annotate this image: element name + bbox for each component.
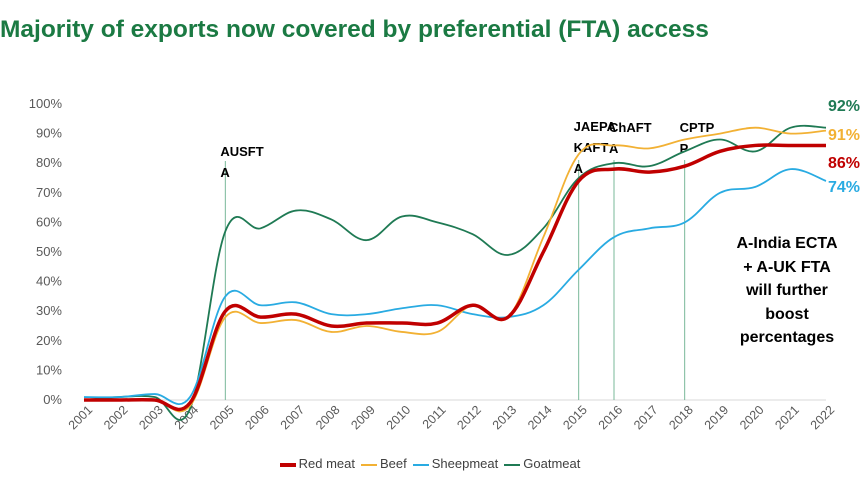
legend-label: Red meat <box>298 456 356 471</box>
y-tick-label: 100% <box>29 96 63 111</box>
x-tick-label: 2018 <box>666 403 696 433</box>
y-tick-label: 50% <box>36 244 62 259</box>
end-value-label: 91% <box>828 127 860 144</box>
x-tick-label: 2012 <box>454 403 484 433</box>
x-tick-label: 2011 <box>420 403 449 432</box>
fta-marker-label: JAEPA <box>574 119 617 134</box>
x-tick-label: 2001 <box>66 403 96 433</box>
x-tick-label: 2021 <box>772 403 802 433</box>
end-value-label: 86% <box>828 155 860 172</box>
x-tick-label: 2020 <box>737 403 767 433</box>
y-tick-label: 80% <box>36 155 62 170</box>
y-tick-label: 90% <box>36 126 62 141</box>
x-tick-label: 2007 <box>278 403 308 433</box>
legend-item: Red meat <box>279 456 356 471</box>
legend-label: Sheepmeat <box>431 456 499 471</box>
x-tick-label: 2003 <box>136 403 166 433</box>
legend-label: Goatmeat <box>523 456 581 471</box>
x-tick-label: 2009 <box>348 403 378 433</box>
chart-title: Majority of exports now covered by prefe… <box>0 16 709 43</box>
end-value-label: 74% <box>828 179 860 196</box>
x-tick-label: 2008 <box>313 403 343 433</box>
fta-note: A-India ECTA + A-UK FTA will further boo… <box>736 235 838 346</box>
legend-swatch <box>361 463 378 466</box>
y-tick-label: 20% <box>36 333 62 348</box>
x-tick-label: 2019 <box>702 403 732 433</box>
x-tick-label: 2005 <box>207 403 237 433</box>
fta-marker-label: A <box>574 161 584 176</box>
legend-item: Sheepmeat <box>412 456 499 471</box>
legend-item: Goatmeat <box>504 456 580 471</box>
series-line-sheepmeat <box>83 168 827 405</box>
x-tick-label: 2010 <box>384 403 414 433</box>
fta-marker-label: CPTP <box>680 120 715 135</box>
x-tick-label: 2014 <box>525 403 555 433</box>
legend-swatch <box>279 462 296 467</box>
series-line-red-meat <box>84 143 826 412</box>
x-tick-label: 2022 <box>808 403 838 433</box>
x-tick-label: 2017 <box>631 403 661 433</box>
x-tick-label: 2013 <box>490 403 520 433</box>
x-tick-label: 2006 <box>242 403 272 433</box>
x-tick-label: 2015 <box>560 403 590 433</box>
legend-item: Beef <box>361 456 407 471</box>
series-line-goatmeat <box>83 124 827 421</box>
y-tick-label: 30% <box>36 303 62 318</box>
chart-legend: Red meat Beef Sheepmeat Goatmeat <box>0 456 860 471</box>
y-tick-label: 60% <box>36 214 62 229</box>
y-tick-label: 10% <box>36 362 62 377</box>
fta-marker-label: AUSFT <box>220 144 263 159</box>
x-tick-label: 2002 <box>101 403 131 433</box>
fta-marker-label: A <box>220 165 230 180</box>
legend-swatch <box>504 463 521 466</box>
legend-label: Beef <box>380 456 407 471</box>
y-tick-label: 70% <box>36 185 62 200</box>
fta-marker-label: ChAFT <box>609 120 652 135</box>
x-tick-label: 2016 <box>596 403 626 433</box>
y-tick-label: 40% <box>36 274 62 289</box>
y-tick-label: 0% <box>43 392 62 407</box>
legend-swatch <box>412 463 429 466</box>
end-value-label: 92% <box>828 98 860 115</box>
fta-marker-label: A <box>609 141 619 156</box>
fta-marker-label: P <box>680 141 689 156</box>
